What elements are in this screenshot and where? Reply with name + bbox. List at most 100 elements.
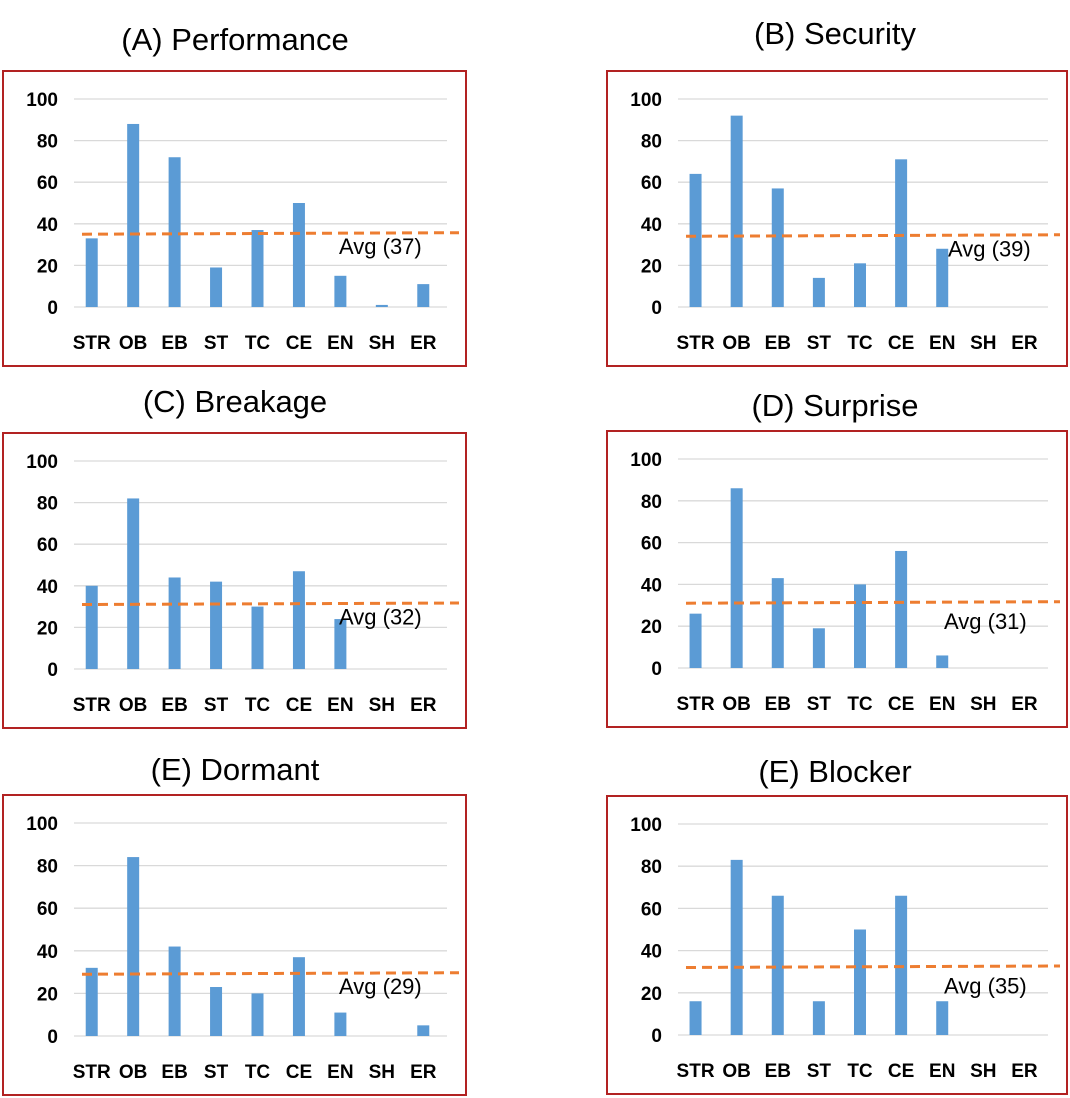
- bar-ob: [127, 498, 140, 669]
- x-tick-label: CE: [888, 333, 914, 354]
- average-line: [685, 233, 1061, 238]
- y-tick-label: 0: [47, 660, 58, 681]
- chart-frame: 0 20 40 60 80 100 STR OB EB ST TC CE EN SH ER Avg (31): [606, 430, 1068, 728]
- x-tick-label: CE: [888, 694, 914, 715]
- bar-ob: [127, 857, 140, 1036]
- x-tick-label: SH: [369, 1062, 395, 1083]
- x-tick-label: STR: [677, 1061, 715, 1082]
- x-tick-label: CE: [286, 333, 312, 354]
- x-tick-label: ER: [1011, 333, 1038, 354]
- y-tick-label: 80: [37, 494, 58, 515]
- y-tick-label: 40: [641, 575, 662, 596]
- x-tick-label: SH: [970, 1061, 996, 1082]
- x-tick-label: TC: [847, 1061, 873, 1082]
- x-tick-label: OB: [722, 1061, 751, 1082]
- bar-eb: [771, 578, 784, 668]
- x-tick-label: TC: [847, 694, 873, 715]
- x-tick-label: ER: [410, 1062, 437, 1083]
- bar-chart-dormant: 0 20 40 60 80 100 STR OB EB ST TC CE EN SH ER Avg (29): [26, 814, 460, 1083]
- bar-ce: [895, 159, 908, 307]
- chart-panel-security: (B) Security 0 20 40 60 80 100 STR OB EB ST TC CE EN…: [600, 0, 1070, 368]
- x-tick-label: ER: [1011, 1061, 1038, 1082]
- x-tick-label: STR: [73, 333, 111, 354]
- chart-title: (B) Security: [754, 16, 916, 51]
- y-tick-label: 100: [26, 814, 58, 835]
- bar-st: [812, 1001, 825, 1035]
- y-tick-label: 100: [630, 90, 662, 111]
- bar-ob: [127, 123, 140, 308]
- bar-str: [689, 613, 702, 668]
- bar-str: [689, 1001, 702, 1035]
- average-label: Avg (35): [944, 973, 1027, 998]
- x-tick-label: TC: [245, 1062, 271, 1083]
- bar-st: [812, 277, 825, 307]
- bar-tc: [854, 929, 866, 1035]
- bar-tc: [854, 263, 866, 307]
- y-tick-label: 40: [641, 942, 662, 963]
- x-tick-label: CE: [888, 1061, 914, 1082]
- x-tick-label: EN: [327, 333, 353, 354]
- y-tick-label: 60: [37, 535, 58, 556]
- bar-eb: [168, 946, 181, 1036]
- average-line: [685, 600, 1061, 605]
- x-tick-label: OB: [722, 694, 751, 715]
- bar-tc: [251, 993, 264, 1036]
- x-tick-label: STR: [73, 1062, 111, 1083]
- bar-en: [334, 1012, 347, 1036]
- y-tick-label: 60: [641, 534, 662, 555]
- chart-panel-dormant: (E) Dormant 0 20 40 60 80 100 STR OB EB ST TC CE EN S…: [0, 730, 470, 1097]
- chart-panel-surprise: (D) Surprise 0 20 40 60 80 100 STR OB EB ST TC CE EN…: [600, 368, 1070, 730]
- bar-str: [85, 585, 98, 669]
- x-tick-label: TC: [245, 333, 271, 354]
- bar-en: [936, 1001, 949, 1035]
- bar-tc: [854, 584, 866, 668]
- average-label: Avg (29): [339, 974, 422, 999]
- y-tick-label: 20: [641, 256, 662, 277]
- bar-ce: [292, 957, 305, 1036]
- y-tick-label: 20: [37, 256, 58, 277]
- y-tick-label: 60: [641, 173, 662, 194]
- x-tick-label: ER: [410, 333, 437, 354]
- x-tick-label: ST: [204, 695, 229, 716]
- chart-title: (D) Surprise: [751, 388, 919, 423]
- chart-panel-performance: (A) Performance 0 20 40 60 80 100 STR OB EB ST TC C…: [0, 0, 470, 368]
- bar-str: [85, 967, 98, 1036]
- y-tick-label: 60: [37, 899, 58, 920]
- x-tick-label: ER: [410, 695, 437, 716]
- bar-eb: [168, 157, 181, 307]
- bar-chart-performance: 0 20 40 60 80 100 STR OB EB ST TC CE EN SH ER Avg (37): [26, 90, 460, 354]
- bar-en: [334, 275, 347, 307]
- bar-str: [689, 173, 702, 307]
- x-tick-label: ST: [807, 1061, 832, 1082]
- x-tick-label: EN: [327, 1062, 353, 1083]
- bar-chart-surprise: 0 20 40 60 80 100 STR OB EB ST TC CE EN SH ER Avg (31): [630, 450, 1061, 715]
- bar-chart-blocker: 0 20 40 60 80 100 STR OB EB ST TC CE EN SH ER Avg (35): [630, 815, 1061, 1082]
- bar-er: [417, 1025, 430, 1036]
- x-tick-label: OB: [119, 333, 148, 354]
- y-tick-label: 20: [37, 618, 58, 639]
- x-tick-label: EB: [765, 333, 791, 354]
- chart-frame: 0 20 40 60 80 100 STR OB EB ST TC CE EN SH ER Avg (39): [606, 70, 1068, 367]
- y-tick-label: 100: [26, 90, 58, 111]
- x-tick-label: TC: [245, 695, 271, 716]
- y-tick-label: 0: [47, 1027, 58, 1048]
- y-tick-label: 80: [641, 857, 662, 878]
- y-tick-label: 40: [37, 942, 58, 963]
- y-tick-label: 100: [26, 452, 58, 473]
- y-tick-label: 80: [641, 492, 662, 513]
- chart-frame: 0 20 40 60 80 100 STR OB EB ST TC CE EN SH ER Avg (37): [2, 70, 467, 367]
- x-tick-label: EB: [765, 1061, 791, 1082]
- bar-st: [210, 267, 223, 307]
- bar-sh: [375, 304, 388, 307]
- y-tick-label: 40: [641, 215, 662, 236]
- y-tick-label: 0: [651, 298, 662, 319]
- y-tick-label: 40: [37, 215, 58, 236]
- chart-title: (C) Breakage: [142, 384, 328, 419]
- x-tick-label: EN: [929, 694, 955, 715]
- x-tick-label: STR: [73, 695, 111, 716]
- y-tick-label: 40: [37, 577, 58, 598]
- bar-ce: [895, 550, 908, 668]
- y-tick-label: 60: [37, 173, 58, 194]
- chart-title: (E) Blocker: [758, 754, 912, 789]
- y-tick-label: 100: [630, 450, 662, 471]
